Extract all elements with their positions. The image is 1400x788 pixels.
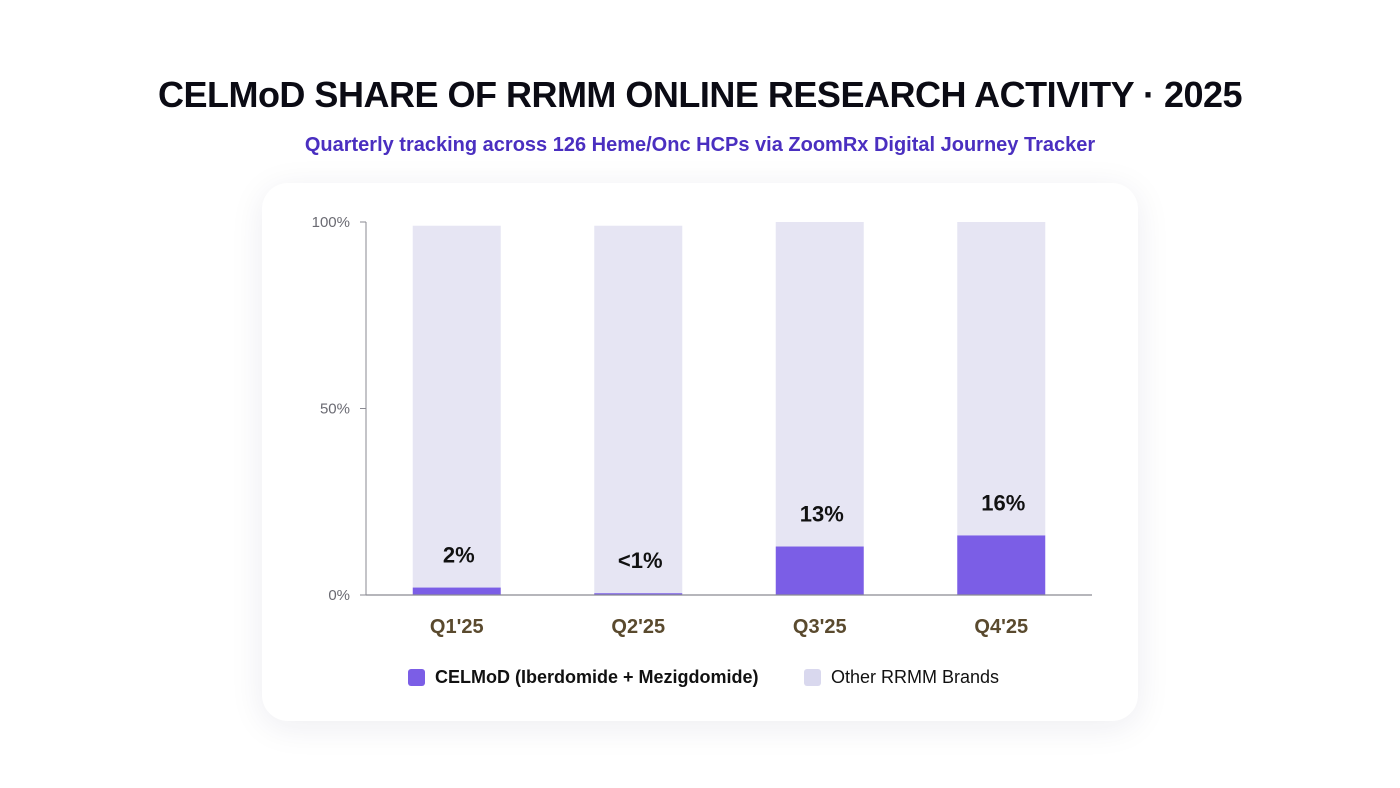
y-tick-label: 100% — [312, 214, 350, 231]
data-label: 2% — [443, 543, 475, 568]
bar-segment-other-brands — [957, 222, 1046, 536]
data-label: 16% — [981, 490, 1025, 515]
legend-label-celmod: CELMoD (Iberdomide + Mezigdomide) — [435, 666, 759, 687]
bar-segment-celmod — [957, 535, 1046, 595]
bar-segment-celmod — [594, 593, 683, 595]
legend-swatch-celmod — [408, 668, 425, 686]
chart-legend: CELMoD (Iberdomide + Mezigdomide) Other … — [0, 664, 1400, 690]
legend-item-other-brands: Other RRMM Brands — [804, 664, 999, 690]
chart-subtitle: Quarterly tracking across 126 Heme/Onc H… — [304, 134, 1096, 156]
bar-segment-celmod — [775, 546, 864, 595]
bar-segment-other-brands — [412, 225, 501, 588]
data-label: 13% — [800, 502, 844, 527]
legend-item-celmod: CELMoD (Iberdomide + Mezigdomide) — [408, 664, 759, 690]
y-tick-label: 0% — [328, 587, 350, 604]
legend-label-other-brands: Other RRMM Brands — [831, 666, 1000, 687]
chart-title: CELMoD SHARE OF RRMM ONLINE RESEARCH ACT… — [157, 74, 1243, 115]
bar-segment-other-brands — [775, 222, 864, 547]
x-category-label: Q1'25 — [430, 616, 484, 638]
data-label: <1% — [618, 548, 663, 573]
x-category-label: Q2'25 — [611, 616, 665, 638]
x-category-label: Q4'25 — [974, 616, 1028, 638]
x-category-label: Q3'25 — [793, 616, 847, 638]
bar-segment-other-brands — [594, 225, 683, 594]
legend-swatch-other-brands — [804, 668, 821, 686]
y-tick-label: 50% — [320, 401, 350, 418]
bar-segment-celmod — [412, 587, 501, 595]
